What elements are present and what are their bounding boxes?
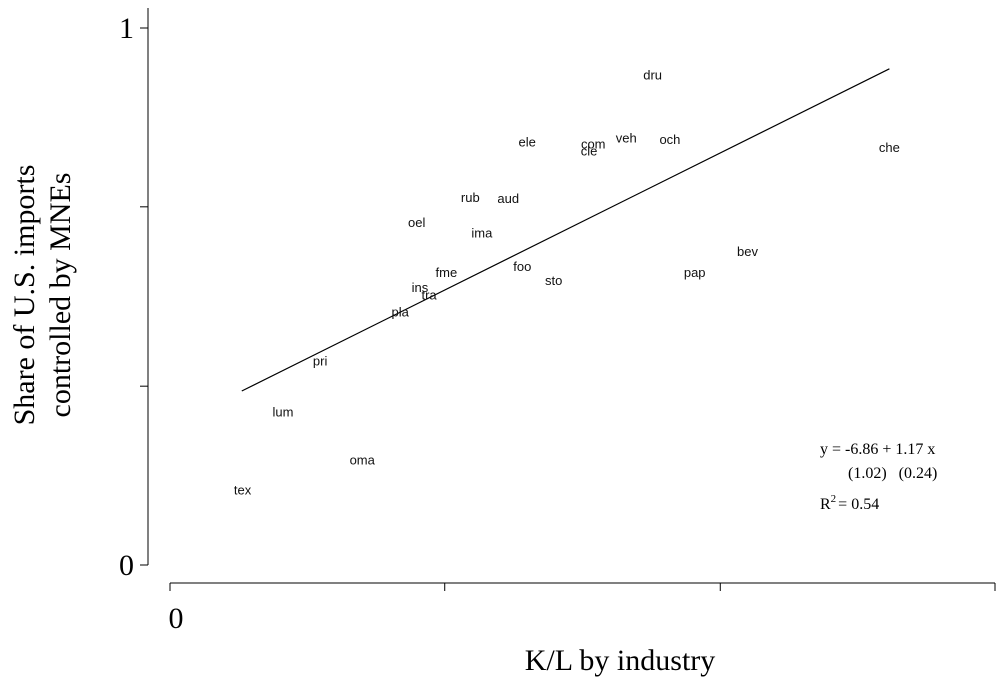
data-point-veh: veh (616, 131, 637, 146)
data-point-che: che (879, 140, 900, 155)
data-point-tex: tex (234, 482, 252, 497)
equation-line-2: (1.02) (0.24) (848, 465, 937, 482)
equation-r2-superscript: 2 (831, 493, 837, 505)
data-point-oma: oma (350, 453, 376, 468)
equation-r2-label: R (820, 496, 831, 513)
equation-r2-value: = 0.54 (838, 496, 879, 513)
data-point-pri: pri (313, 353, 328, 368)
data-point-cle: cle (581, 143, 598, 158)
y-tick-label-1: 1 (119, 12, 134, 45)
data-point-ele: ele (519, 134, 536, 149)
trendline (241, 68, 890, 392)
data-point-sto: sto (545, 273, 562, 288)
equation-line-1: y = -6.86 + 1.17 x (820, 441, 935, 458)
data-point-aud: aud (497, 191, 519, 206)
x-tick-label-0: 0 (169, 602, 184, 635)
data-point-tra: tra (421, 287, 437, 302)
trendline-group (241, 68, 890, 392)
data-point-oel: oel (408, 215, 425, 230)
data-point-och: och (659, 132, 680, 147)
axes: 0 1 0 (119, 8, 996, 635)
data-point-ins: ins (412, 280, 429, 295)
data-point-ima: ima (471, 226, 493, 241)
data-point-rub: rub (461, 190, 480, 205)
data-point-fme: fme (436, 265, 458, 280)
equation-r2: R2 = 0.54 (820, 493, 879, 513)
y-tick-label-0: 0 (119, 549, 134, 582)
data-point-pap: pap (684, 265, 706, 280)
data-point-foo: foo (513, 259, 531, 274)
data-point-bev: bev (737, 244, 758, 259)
regression-equation: y = -6.86 + 1.17 x (1.02) (0.24) R2 = 0.5… (820, 441, 937, 513)
x-axis-label: K/L by industry (524, 644, 716, 677)
data-point-lum: lum (273, 404, 294, 419)
data-point-dru: dru (643, 68, 662, 83)
data-point-pla: pla (391, 305, 409, 320)
data-point-com: com (581, 136, 606, 151)
